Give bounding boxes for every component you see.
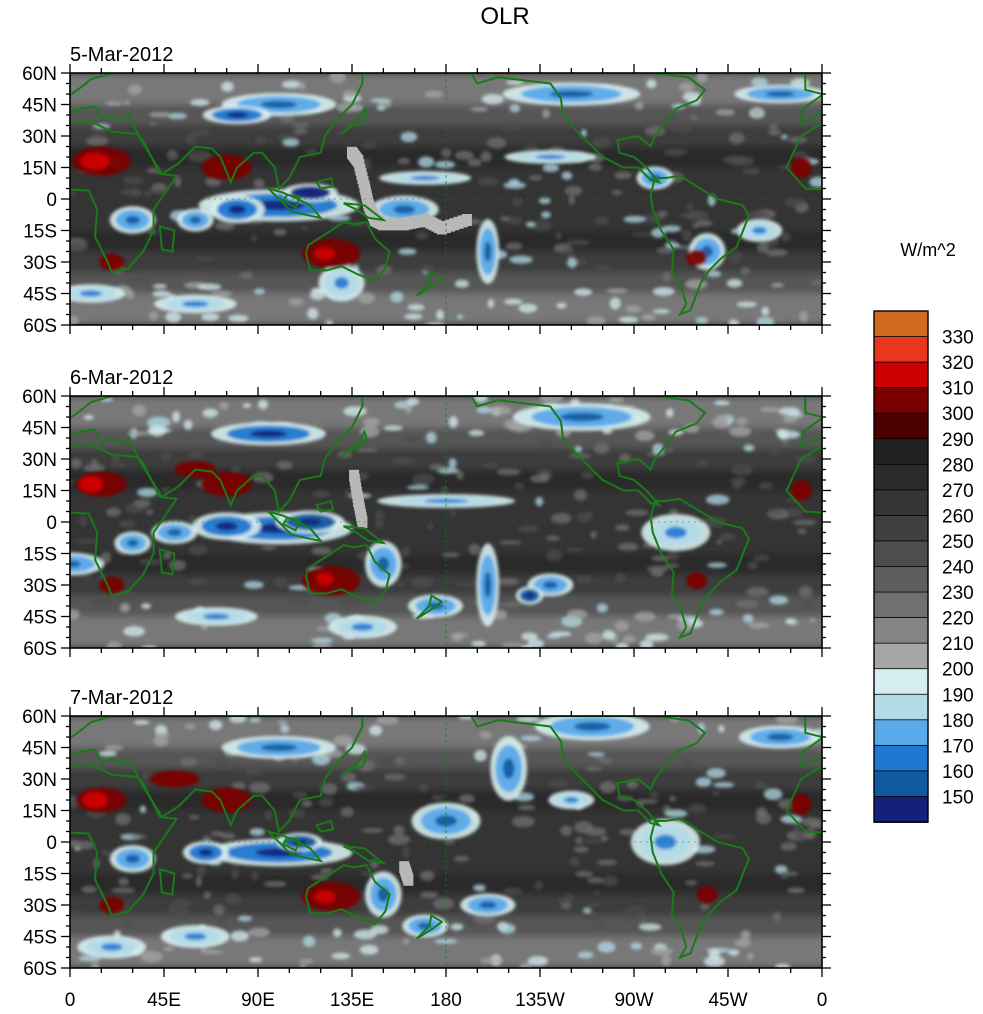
y-tick-label: 45N [22, 96, 57, 117]
y-tick-label: 60S [23, 959, 57, 980]
y-tick-label: 15N [22, 482, 57, 503]
missing-data [349, 469, 368, 528]
x-tick-label: 135E [330, 990, 374, 1011]
colorbar-level-label: 330 [942, 328, 974, 349]
x-tick-label: 135W [515, 990, 565, 1011]
x-tick-label: 0 [817, 990, 828, 1011]
y-tick-label: 30S [23, 896, 57, 917]
colorbar-swatch [873, 412, 929, 440]
missing-data [399, 861, 414, 886]
colorbar-level-label: 310 [942, 379, 974, 400]
colorbar-level-label: 180 [942, 711, 974, 732]
colorbar-swatch [873, 310, 929, 338]
colorbar-level-label: 160 [942, 762, 974, 783]
y-tick-label: 15N [22, 159, 57, 180]
y-tick-label: 30N [22, 450, 57, 471]
panel-date-label: 6-Mar-2012 [70, 367, 173, 389]
colorbar-swatch [873, 387, 929, 415]
colorbar-level-label: 230 [942, 583, 974, 604]
y-tick-label: 15N [22, 802, 57, 823]
panel-axes [61, 387, 831, 657]
y-tick-label: 30S [23, 576, 57, 597]
colorbar-level-label: 190 [942, 685, 974, 706]
colorbar-swatch [873, 489, 929, 517]
y-tick-label: 60N [22, 387, 57, 408]
y-tick-label: 30S [23, 253, 57, 274]
colorbar-swatch [873, 438, 929, 466]
x-tick-label: 90W [614, 990, 653, 1011]
y-tick-label: 0 [46, 833, 57, 854]
colorbar-level-label: 300 [942, 404, 974, 425]
colorbar-swatch [873, 642, 929, 670]
figure-title: OLR [480, 3, 529, 30]
olr-field [70, 396, 822, 648]
colorbar-level-label: 210 [942, 634, 974, 655]
colorbar-level-label: 280 [942, 455, 974, 476]
colorbar: 330 320 310 300 290 280 270 260 250 240 230 220 210 2… [873, 310, 974, 823]
colorbar-swatch [873, 693, 929, 721]
colorbar-swatch [873, 361, 929, 389]
colorbar-swatch [873, 796, 929, 823]
colorbar-level-label: 320 [942, 353, 974, 374]
y-tick-label: 0 [46, 190, 57, 211]
x-tick-label: 45W [708, 990, 747, 1011]
map-panel: 60N 45N 30N 15N 0 15S 30S 45S 60S 7-Mar-2012 [22, 687, 831, 980]
colorbar-swatch [873, 336, 929, 363]
colorbar-swatch [873, 719, 929, 747]
y-tick-label: 60S [23, 639, 57, 660]
colorbar-swatch [873, 744, 929, 772]
colorbar-level-label: 250 [942, 532, 974, 553]
y-tick-label: 30N [22, 770, 57, 791]
y-tick-label: 45N [22, 739, 57, 760]
x-tick-label: 45E [147, 990, 181, 1011]
panel-axes [61, 707, 831, 977]
colorbar-level-label: 290 [942, 430, 974, 451]
x-tick-label: 180 [430, 990, 462, 1011]
map-panel: 60N 45N 30N 15N 0 15S 30S 45S 60S 6-Mar-2012 [22, 367, 831, 660]
y-tick-label: 45N [22, 419, 57, 440]
colorbar-level-label: 150 [942, 787, 974, 808]
x-tick-label: 90E [241, 990, 275, 1011]
olr-field [70, 716, 822, 968]
y-tick-label: 45S [23, 285, 57, 306]
y-tick-label: 60S [23, 316, 57, 337]
colorbar-units: W/m^2 [900, 240, 955, 260]
coastlines [70, 716, 822, 960]
colorbar-level-label: 220 [942, 609, 974, 630]
panel-date-label: 7-Mar-2012 [70, 687, 173, 709]
y-tick-label: 0 [46, 513, 57, 534]
colorbar-swatch [873, 540, 929, 568]
y-tick-label: 60N [22, 64, 57, 85]
colorbar-swatch [873, 668, 929, 696]
map-panel: 60N 45N 30N 15N 0 15S 30S 45S 60S 5-Mar-2012 [22, 44, 831, 337]
colorbar-swatch [873, 463, 929, 491]
y-tick-label: 15S [23, 222, 57, 243]
colorbar-swatch [873, 515, 929, 542]
colorbar-level-label: 240 [942, 558, 974, 579]
panel-date-label: 5-Mar-2012 [70, 44, 173, 66]
y-tick-label: 15S [23, 865, 57, 886]
y-tick-label: 30N [22, 127, 57, 148]
olr-field [70, 73, 822, 325]
colorbar-level-label: 260 [942, 506, 974, 527]
y-tick-label: 15S [23, 545, 57, 566]
colorbar-swatch [873, 566, 929, 593]
colorbar-swatch [873, 591, 929, 619]
coastlines [70, 73, 822, 317]
y-tick-label: 45S [23, 608, 57, 629]
colorbar-level-label: 170 [942, 736, 974, 757]
colorbar-swatch [873, 770, 929, 798]
x-tick-label: 0 [65, 990, 76, 1011]
colorbar-swatch [873, 617, 929, 645]
coastlines [70, 396, 822, 640]
y-tick-label: 45S [23, 928, 57, 949]
colorbar-level-label: 200 [942, 660, 974, 681]
colorbar-level-label: 270 [942, 481, 974, 502]
panel-axes [61, 64, 831, 334]
y-tick-label: 60N [22, 707, 57, 728]
